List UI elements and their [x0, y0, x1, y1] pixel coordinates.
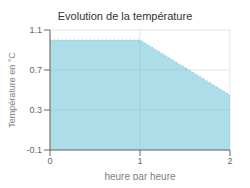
- svg-text:heure par heure: heure par heure: [104, 171, 176, 180]
- svg-text:0: 0: [47, 156, 52, 166]
- svg-text:0.7: 0.7: [29, 65, 42, 75]
- svg-text:Température en °C: Température en °C: [8, 52, 17, 128]
- html-text:Evolution de la température: Evolution de la température: [57, 10, 193, 22]
- svg-text:-0.1: -0.1: [26, 145, 42, 155]
- svg-text:1: 1: [137, 156, 142, 166]
- svg-text:0.3: 0.3: [29, 105, 42, 115]
- svg-text:2: 2: [227, 156, 232, 166]
- svg-text:1.1: 1.1: [29, 25, 42, 35]
